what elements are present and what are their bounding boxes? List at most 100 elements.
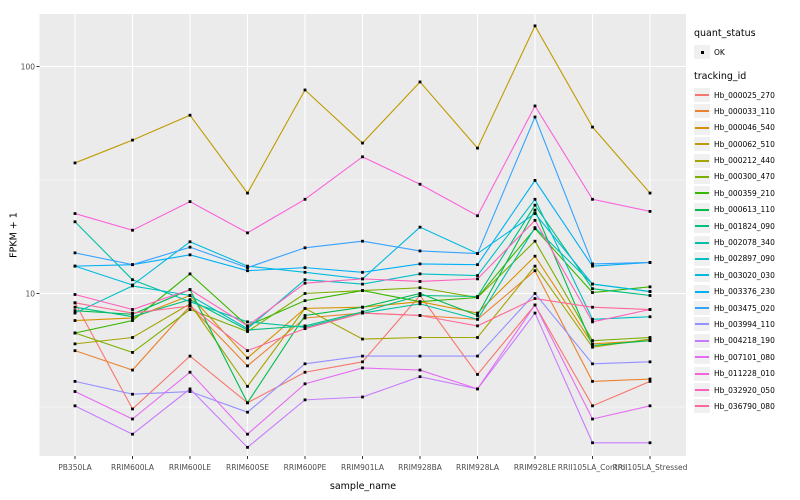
data-point [246,191,249,195]
data-point [361,311,364,315]
x-tick-label-RRII105LA_Stressed: RRII105LA_Stressed [612,463,688,472]
legend-item-Hb_003994_110: Hb_003994_110 [694,317,800,332]
data-point [361,239,364,243]
legend-line-swatch [695,356,709,359]
data-point [246,327,249,331]
data-point [533,203,537,207]
legend-line-swatch [695,389,709,392]
data-point [476,324,479,328]
data-point [418,368,422,372]
legend-item-Hb_032920_050: Hb_032920_050 [694,383,800,398]
data-point [246,266,249,270]
legend-item-Hb_000046_540: Hb_000046_540 [694,120,800,135]
legend-item-label: Hb_002897_090 [714,254,775,264]
legend-item-Hb_002078_340: Hb_002078_340 [694,235,800,250]
legend-key-box [694,120,710,135]
legend-item-Hb_000062_510: Hb_000062_510 [694,137,800,152]
legend-line-swatch [695,225,709,228]
data-point [533,269,537,273]
data-point [418,354,422,358]
data-point [418,294,422,297]
legend-key-box [694,235,710,250]
legend-item-Hb_002897_090: Hb_002897_090 [694,251,800,266]
data-point [648,336,652,339]
data-point [591,291,594,294]
data-point [246,330,249,333]
data-point [131,417,134,421]
data-point [476,314,479,317]
data-point [131,228,134,232]
data-point [303,382,307,386]
legend-quant-status: quant_status OK [694,28,800,59]
data-point [131,336,134,339]
y-tick-label-100: 100 [20,62,35,71]
data-point [591,317,594,321]
data-point [361,395,364,399]
data-point [303,246,307,250]
data-point [533,239,537,243]
legend-line-swatch [695,372,709,375]
data-point [73,161,77,165]
data-point [476,373,479,376]
legend-key-box [694,350,710,365]
data-point [476,146,479,150]
data-point [131,311,134,315]
data-point [591,282,594,286]
legend-key-box [694,104,710,119]
legend-item-Hb_003376_230: Hb_003376_230 [694,284,800,299]
legend-line-swatch [695,143,709,146]
data-point [303,306,307,310]
data-point [246,410,249,414]
legend-line-swatch [695,175,709,178]
legend-key-box [694,383,710,398]
data-point [303,314,307,317]
legend-item-Hb_036790_080: Hb_036790_080 [694,399,800,414]
data-point [73,390,77,393]
data-point [648,209,652,213]
legend-item-Hb_000613_110: Hb_000613_110 [694,202,800,217]
data-point [591,344,594,347]
data-point [418,286,422,290]
data-point [73,305,77,309]
data-point [533,303,537,307]
legend-key-box [694,366,710,381]
legend-line-swatch [695,274,709,277]
data-point [131,278,134,282]
legend-item-Hb_000212_440: Hb_000212_440 [694,153,800,168]
data-point [648,191,652,195]
data-point [73,264,77,268]
data-point [303,299,307,303]
legend-line-swatch [695,192,709,195]
data-point [303,316,307,320]
legend-item-label: Hb_004218_190 [714,336,775,346]
data-point [131,432,134,436]
data-point [533,218,537,222]
data-point [361,155,364,159]
data-point [418,300,422,304]
y-tick-label-10: 10 [25,289,35,298]
data-point [188,253,192,257]
x-axis-title: sample_name [329,481,397,492]
legend-tracking-id: tracking_id Hb_000025_270 Hb_000033_110 Hb… [694,71,800,414]
x-tick-label-RRIM928BA: RRIM928BA [398,463,442,472]
legend-item-Hb_004218_190: Hb_004218_190 [694,333,800,348]
legend-line-swatch [695,290,709,293]
data-point [418,272,422,276]
legend-key-box [694,268,710,283]
data-point [533,311,537,315]
data-point [361,354,364,358]
legend-key-box [694,169,710,184]
legend-item-label: Hb_000300_470 [714,172,775,182]
data-point [361,270,364,274]
data-point [303,327,307,331]
x-tick-label-RRIM600LE: RRIM600LE [168,463,212,472]
data-point [131,407,134,411]
data-point [476,277,479,281]
x-tick-label-RRIM600SE: RRIM600SE [226,463,269,472]
data-point [533,197,537,201]
data-point [648,315,652,319]
data-point [533,24,537,28]
legend-key-box [694,202,710,217]
x-tick-label-RRIM600PE: RRIM600PE [283,463,327,472]
